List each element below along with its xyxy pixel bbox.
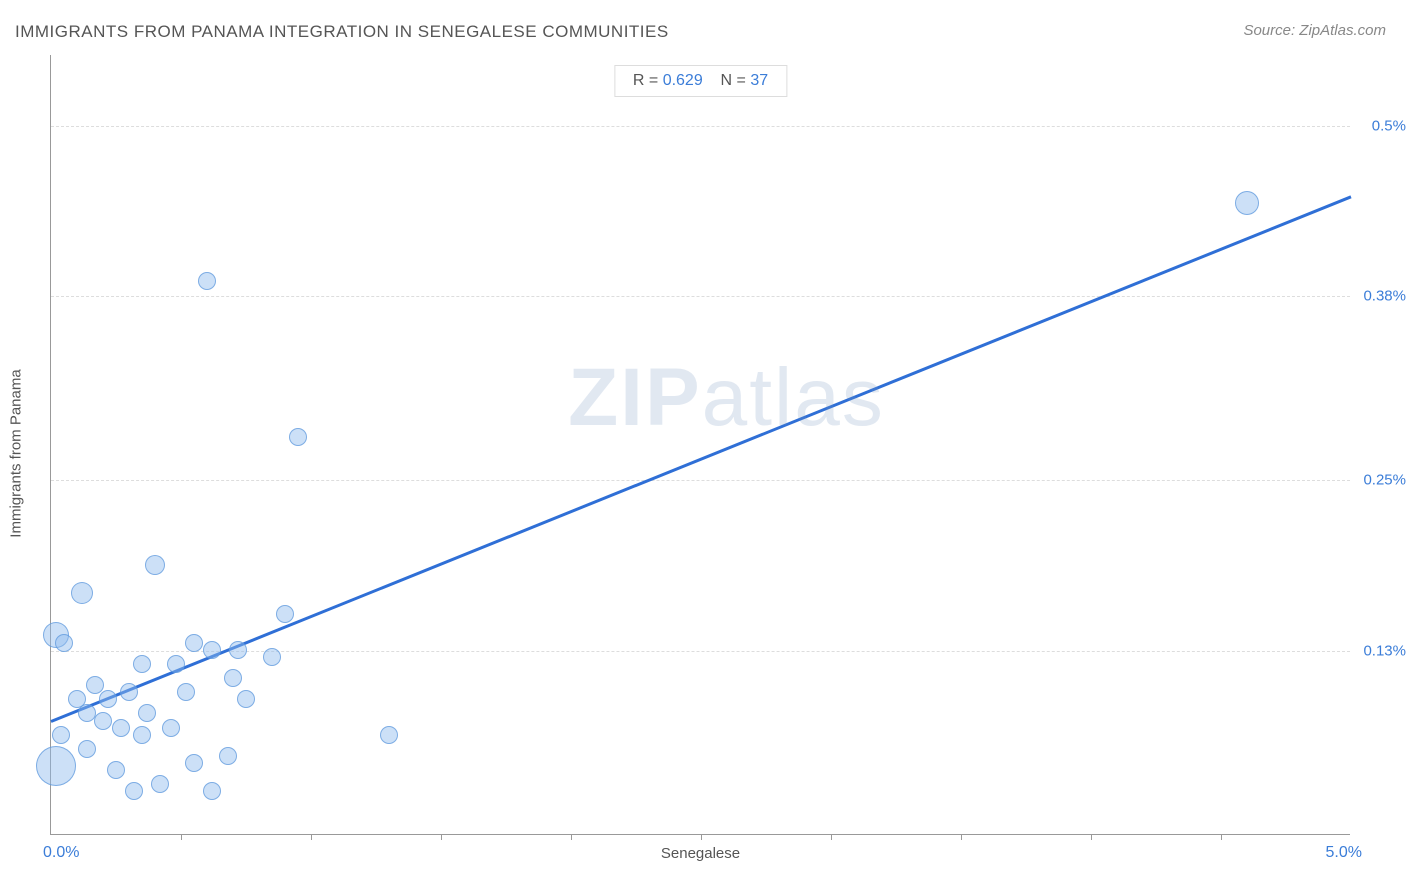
trend-line-svg (51, 55, 1350, 834)
x-tick (831, 834, 832, 840)
scatter-point (120, 683, 138, 701)
scatter-point (177, 683, 195, 701)
scatter-point (185, 634, 203, 652)
scatter-point (203, 641, 221, 659)
scatter-point (162, 719, 180, 737)
y-tick-label: 0.38% (1363, 288, 1406, 305)
scatter-point (112, 719, 130, 737)
scatter-point (145, 555, 165, 575)
x-tick (311, 834, 312, 840)
x-tick (701, 834, 702, 840)
x-tick (961, 834, 962, 840)
scatter-point (99, 690, 117, 708)
scatter-point (94, 712, 112, 730)
scatter-point (380, 726, 398, 744)
r-label: R = (633, 72, 658, 89)
scatter-point (198, 272, 216, 290)
y-tick-label: 0.5% (1372, 117, 1406, 134)
x-tick (1091, 834, 1092, 840)
regression-line (51, 197, 1351, 722)
scatter-point (167, 655, 185, 673)
y-tick-label: 0.13% (1363, 642, 1406, 659)
x-tick (181, 834, 182, 840)
x-axis-title: Senegalese (661, 845, 740, 862)
x-axis-max-label: 5.0% (1326, 844, 1362, 862)
scatter-point (203, 782, 221, 800)
x-tick (1221, 834, 1222, 840)
x-tick (571, 834, 572, 840)
scatter-point (237, 690, 255, 708)
scatter-point (36, 746, 76, 786)
chart-plot-area: Immigrants from Panama Senegalese 0.0% 5… (50, 55, 1350, 835)
scatter-point (78, 740, 96, 758)
x-tick (441, 834, 442, 840)
scatter-point (55, 634, 73, 652)
r-value: 0.629 (663, 72, 703, 89)
scatter-point (185, 754, 203, 772)
scatter-point (224, 669, 242, 687)
scatter-point (151, 775, 169, 793)
y-tick-label: 0.25% (1363, 472, 1406, 489)
scatter-point (107, 761, 125, 779)
scatter-point (138, 704, 156, 722)
scatter-point (133, 726, 151, 744)
chart-title: IMMIGRANTS FROM PANAMA INTEGRATION IN SE… (15, 22, 669, 42)
scatter-point (52, 726, 70, 744)
scatter-point (263, 648, 281, 666)
scatter-point (125, 782, 143, 800)
stats-box: R = 0.629 N = 37 (614, 65, 787, 97)
x-axis-min-label: 0.0% (43, 844, 79, 862)
scatter-point (219, 747, 237, 765)
n-label: N = (721, 72, 746, 89)
scatter-point (229, 641, 247, 659)
y-axis-title: Immigrants from Panama (8, 369, 25, 537)
scatter-point (276, 605, 294, 623)
n-value: 37 (750, 72, 768, 89)
scatter-point (1235, 191, 1259, 215)
scatter-point (133, 655, 151, 673)
source-label: Source: ZipAtlas.com (1243, 22, 1386, 39)
scatter-point (289, 428, 307, 446)
scatter-point (71, 582, 93, 604)
